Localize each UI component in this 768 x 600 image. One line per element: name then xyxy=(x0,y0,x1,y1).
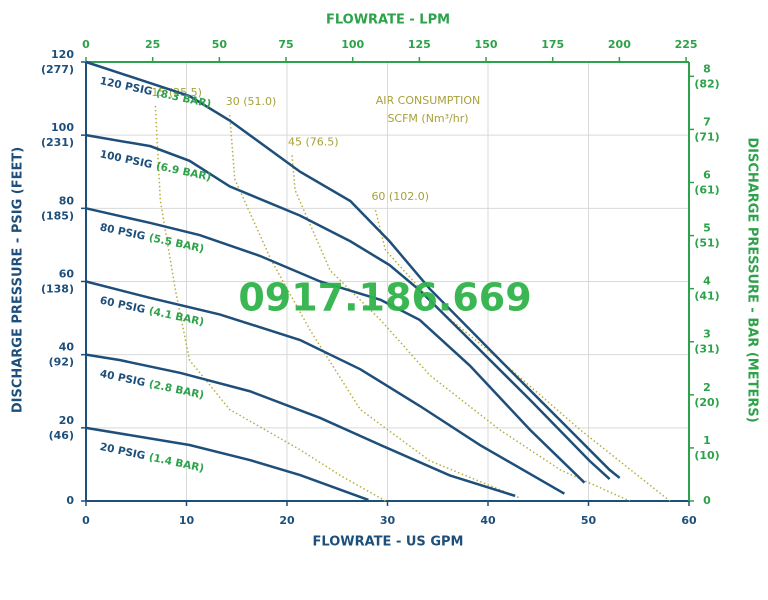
pressure-curve xyxy=(85,353,516,498)
y2-tick-label: 4 xyxy=(703,275,711,288)
y2-tick-label: 1 xyxy=(703,434,711,447)
y-tick-label: 0 xyxy=(66,494,74,507)
curve-label: 80 PSIG(5.5 BAR) xyxy=(99,221,205,255)
x2-tick-label: 125 xyxy=(408,38,431,51)
air-curve-label: 60 (102.0) xyxy=(371,190,429,203)
y2-tick-label-secondary: (20) xyxy=(694,396,719,409)
x-tick-label: 50 xyxy=(581,514,597,527)
curve-label-bar: (2.8 BAR) xyxy=(148,378,205,401)
x2-tick-label: 25 xyxy=(145,38,160,51)
y-tick-label-secondary: (138) xyxy=(41,283,74,296)
y-tick-label: 40 xyxy=(59,341,75,354)
y-tick-label: 20 xyxy=(59,414,75,427)
y2-tick-label-secondary: (51) xyxy=(694,237,719,250)
curve-label-bar: (1.4 BAR) xyxy=(148,451,205,474)
air-curve-label: 45 (76.5) xyxy=(288,135,339,148)
air-title: AIR CONSUMPTION xyxy=(376,94,480,107)
x2-tick-label: 225 xyxy=(675,38,698,51)
air-curve xyxy=(374,209,671,502)
pressure-curve xyxy=(85,280,566,495)
curve-label-bar: (6.9 BAR) xyxy=(155,160,212,183)
y2-tick-label: 3 xyxy=(703,328,711,341)
y-axis-title: DISCHARGE PRESSURE - PSIG (FEET) xyxy=(11,147,26,413)
x-tick-label: 10 xyxy=(179,514,195,527)
x-tick-label: 40 xyxy=(480,514,496,527)
y2-tick-label-secondary: (71) xyxy=(694,130,719,143)
air-units: SCFM (Nm³/hr) xyxy=(387,112,468,125)
y2-tick-label-secondary: (31) xyxy=(694,343,719,356)
y-tick-label-secondary: (46) xyxy=(49,429,74,442)
x2-tick-label: 100 xyxy=(341,38,364,51)
x-axis-title: FLOWRATE - US GPM xyxy=(313,535,464,550)
y-tick-label-secondary: (231) xyxy=(41,136,74,149)
x2-tick-label: 200 xyxy=(608,38,631,51)
x-tick-label: 0 xyxy=(82,514,90,527)
curve-label: 40 PSIG(2.8 BAR) xyxy=(99,368,205,402)
y-tick-label: 80 xyxy=(59,194,75,207)
watermark: 0917.186.669 xyxy=(238,276,531,320)
curve-label-psig: 60 PSIG xyxy=(99,295,147,316)
curve-label: 60 PSIG(4.1 BAR) xyxy=(99,295,205,329)
y2-tick-label: 5 xyxy=(703,222,711,235)
y-tick-label: 100 xyxy=(51,121,74,134)
y2-tick-label: 6 xyxy=(703,168,711,181)
pressure-curve xyxy=(85,426,369,502)
pressure-curve xyxy=(85,133,611,480)
x-tick-label: 20 xyxy=(279,514,295,527)
y-tick-label-secondary: (92) xyxy=(49,356,74,369)
pressure-curve xyxy=(85,207,586,484)
y-tick-label-secondary: (185) xyxy=(41,209,74,222)
x2-tick-label: 50 xyxy=(212,38,228,51)
x-tick-label: 60 xyxy=(681,514,697,527)
x2-tick-label: 150 xyxy=(475,38,498,51)
y-tick-label: 60 xyxy=(59,268,75,281)
air-curve-label: 30 (51.0) xyxy=(226,95,277,108)
y2-tick-label-secondary: (82) xyxy=(694,77,719,90)
y2-tick-label-secondary: (61) xyxy=(694,183,719,196)
curve-label-psig: 80 PSIG xyxy=(99,221,147,242)
y2-tick-label: 7 xyxy=(703,115,711,128)
y-tick-label: 120 xyxy=(51,48,74,61)
y2-tick-label: 0 xyxy=(703,494,711,507)
curve-label-psig: 100 PSIG xyxy=(99,148,154,171)
curve-label-psig: 20 PSIG xyxy=(99,441,147,462)
y2-tick-label: 2 xyxy=(703,381,711,394)
air-curve xyxy=(154,105,386,502)
y2-axis-title: DISCHARGE PRESSURE - BAR (METERS) xyxy=(745,137,760,422)
x-tick-label: 30 xyxy=(380,514,396,527)
y-tick-label-secondary: (277) xyxy=(41,63,74,76)
air-curve xyxy=(291,155,631,502)
curve-label: 100 PSIG(6.9 BAR) xyxy=(99,148,212,183)
x2-tick-label: 0 xyxy=(82,38,90,51)
curve-label-psig: 120 PSIG xyxy=(99,75,154,98)
air-curve xyxy=(228,114,521,499)
x2-axis-title: FLOWRATE - LPM xyxy=(326,13,450,28)
x2-tick-label: 75 xyxy=(278,38,293,51)
curve-label-psig: 40 PSIG xyxy=(99,368,147,389)
pressure-curve xyxy=(85,60,621,479)
x2-tick-label: 175 xyxy=(541,38,564,51)
y2-tick-label-secondary: (41) xyxy=(694,290,719,303)
y2-tick-label-secondary: (10) xyxy=(694,449,719,462)
y2-tick-label: 8 xyxy=(703,62,711,75)
